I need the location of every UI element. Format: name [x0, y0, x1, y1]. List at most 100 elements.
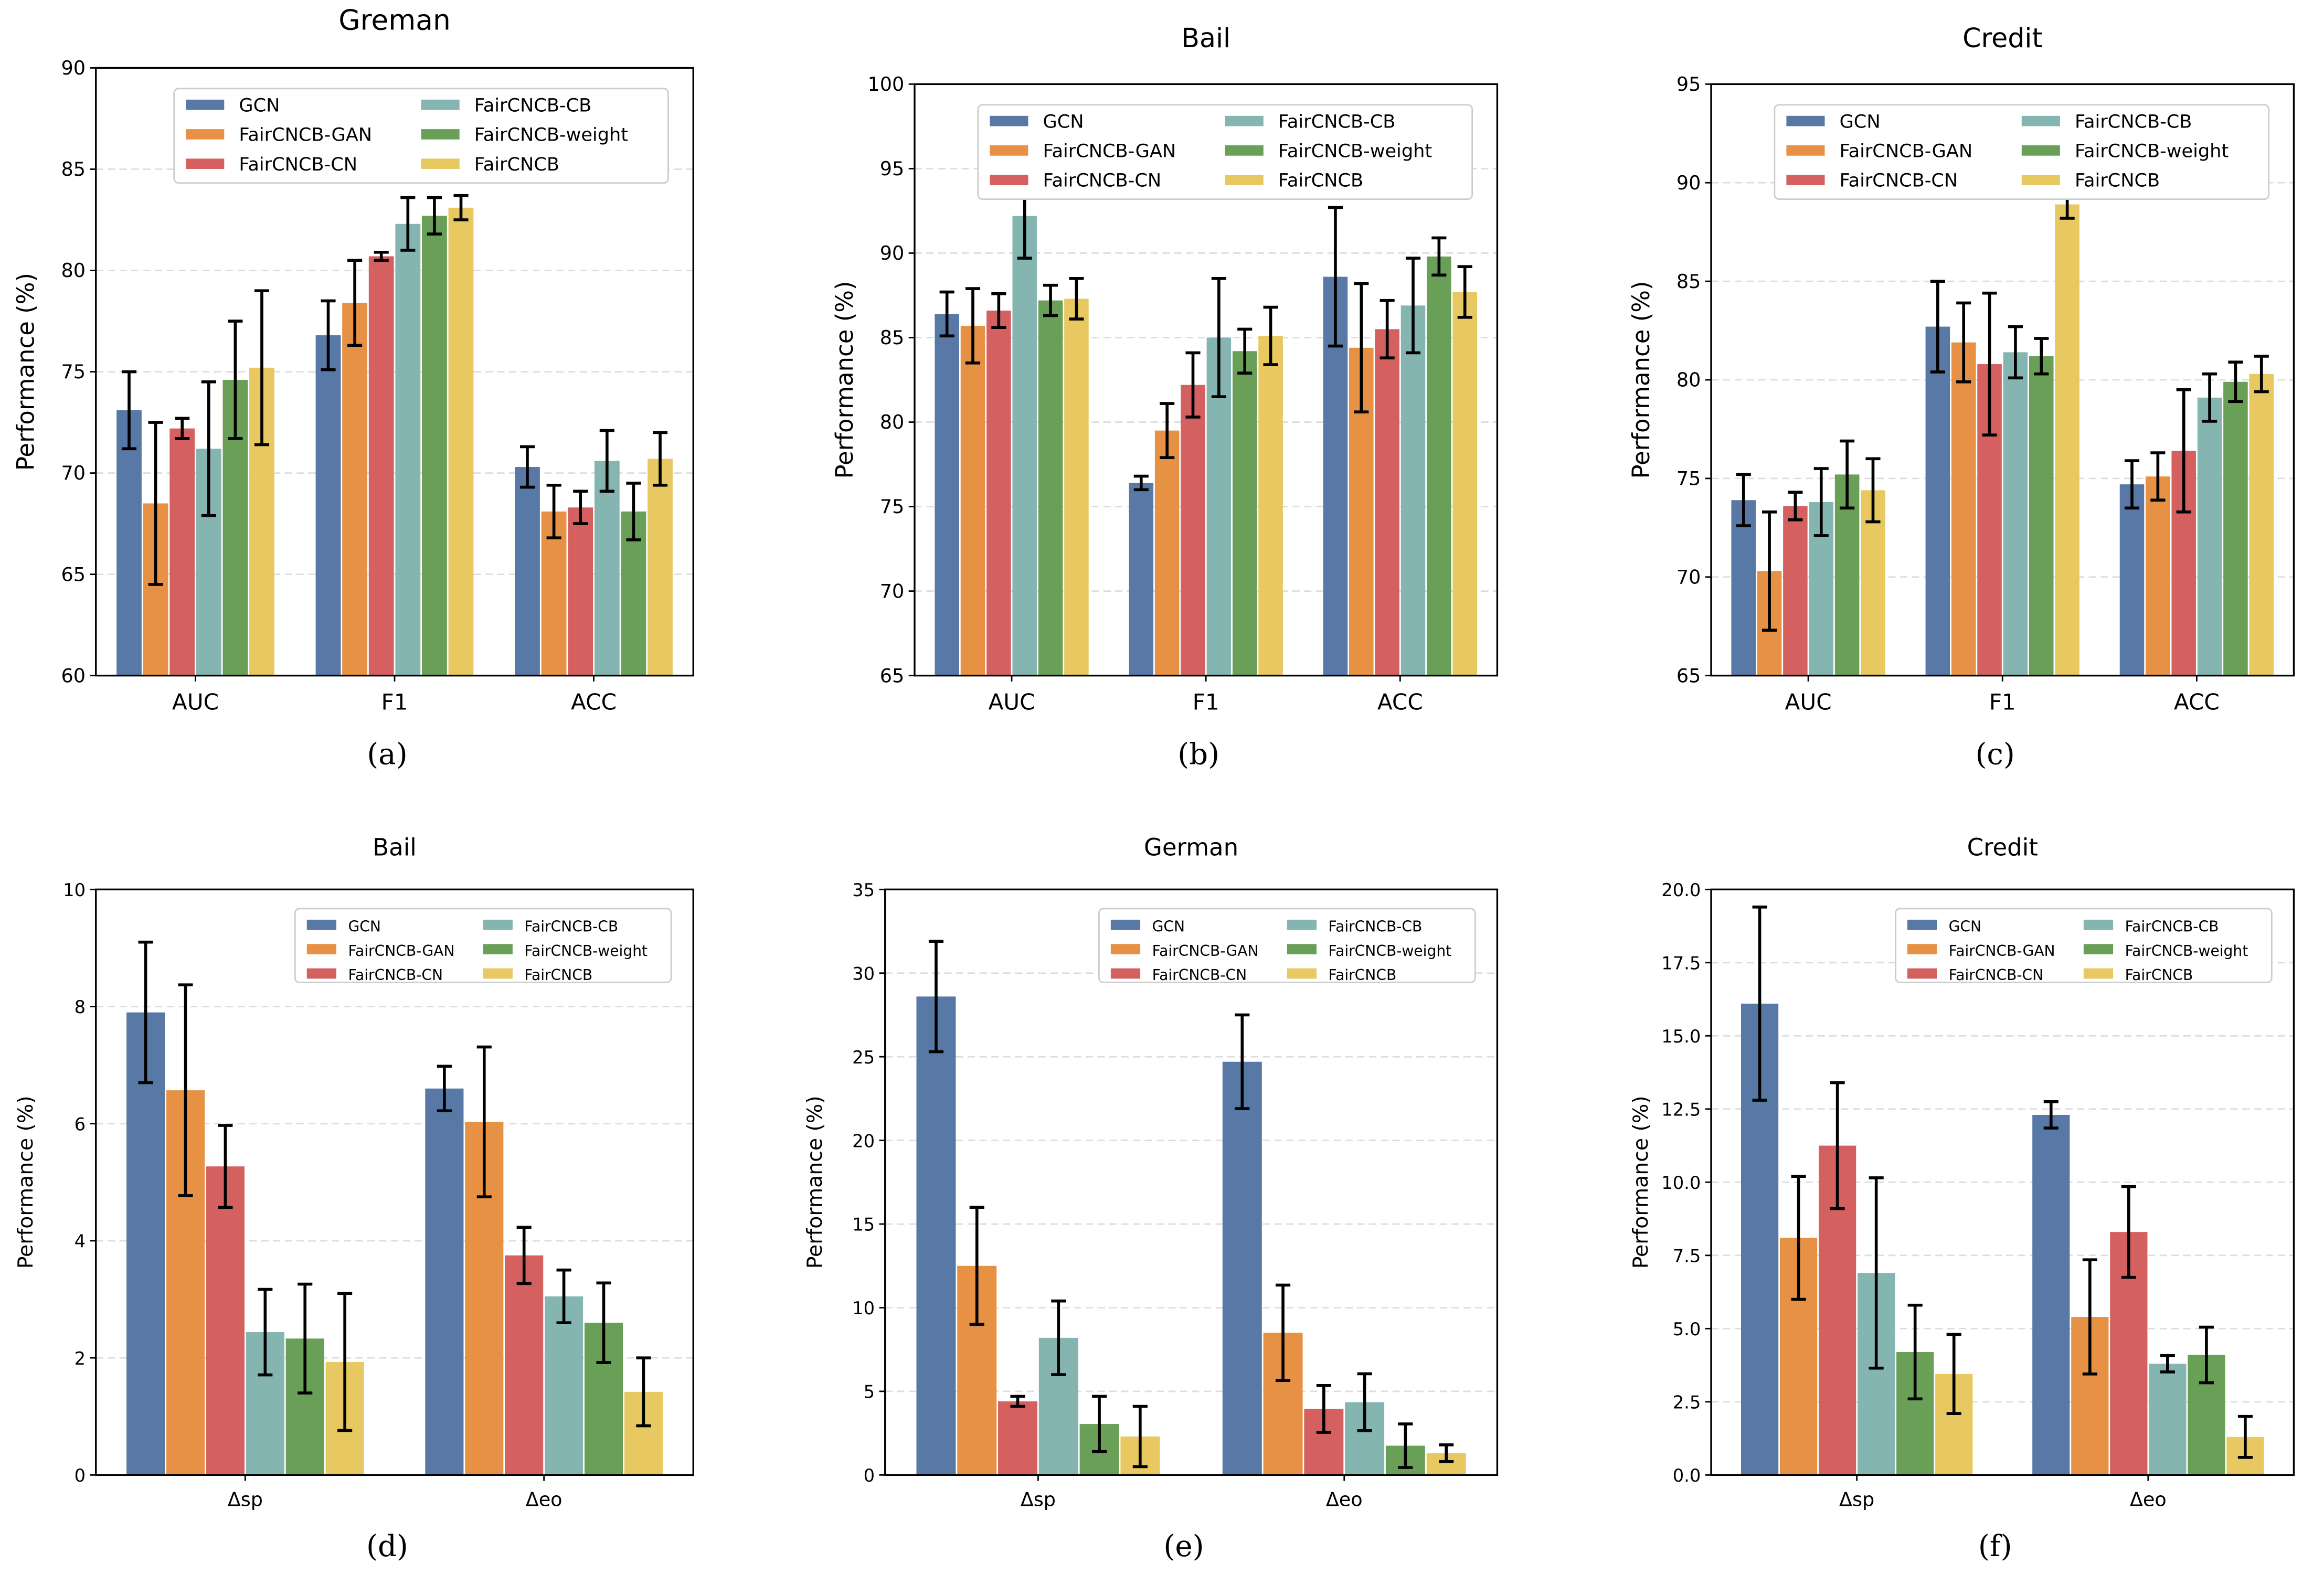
bar-faircncb-weight [2029, 356, 2054, 676]
legend-swatch [1110, 919, 1141, 930]
subplot-d: 0 2 4 6 8 10 Δsp Δeo Bail Performance (%) (d) GCN Fa… [14, 834, 694, 1563]
legend-swatch [306, 944, 336, 954]
legend-label: FairCNCB [1278, 170, 1363, 191]
bar-faircncb-cn [206, 1166, 245, 1475]
bar-gcn [1129, 483, 1154, 676]
legend-swatch [2083, 968, 2114, 979]
x-tick-label: F1 [381, 689, 408, 715]
bar-gcn [935, 314, 959, 676]
y-tick-label: 4 [75, 1231, 86, 1252]
y-tick-label: 5 [864, 1382, 875, 1402]
legend-swatch [990, 175, 1028, 185]
x-tick-label: Δsp [228, 1488, 263, 1510]
legend-label: FairCNCB [524, 966, 592, 984]
bar-faircncb-cb [1400, 305, 1426, 676]
bar-faircncb-cn [1375, 329, 1399, 676]
y-tick-label: 65 [1677, 664, 1701, 687]
legend-swatch [186, 158, 225, 169]
y-tick-label: 0 [75, 1465, 86, 1486]
legend-swatch [1786, 145, 1825, 156]
y-tick-label: 100 [868, 73, 905, 95]
bar-faircncb-cb [1012, 216, 1037, 676]
legend-swatch [483, 968, 513, 979]
legend-label: GCN [1840, 111, 1881, 132]
y-tick-label: 80 [61, 259, 86, 282]
legend-label: FairCNCB-CB [2125, 918, 2219, 935]
axes-frame [1710, 888, 2295, 1476]
bar-gcn [425, 1088, 464, 1475]
y-tick-label: 70 [61, 462, 86, 484]
legend-label: FairCNCB-weight [2075, 141, 2229, 162]
y-axis-label: Performance (%) [803, 1095, 827, 1269]
legend-label: FairCNCB-GAN [1840, 141, 1973, 162]
y-tick-label: 30 [852, 963, 875, 984]
x-tick-label: AUC [172, 689, 219, 715]
legend-label: GCN [239, 94, 280, 116]
legend-swatch [306, 919, 336, 930]
y-tick-label: 35 [852, 880, 875, 900]
bar-faircncb-gan [342, 303, 367, 676]
legend-label: FairCNCB-CN [1840, 170, 1958, 191]
legend-swatch [306, 968, 336, 979]
bar-faircncb [2055, 204, 2079, 676]
bar-faircncb-weight [1427, 256, 1451, 676]
y-axis-label: Performance (%) [831, 281, 858, 478]
x-tick-label: ACC [2174, 689, 2220, 715]
legend-swatch [1110, 944, 1141, 954]
y-tick-label: 20.0 [1661, 880, 1701, 900]
bar-faircncb-cb [2197, 397, 2222, 676]
legend-label: FairCNCB-CB [1278, 111, 1395, 132]
legend-label: FairCNCB [1329, 966, 1397, 984]
y-tick-label: 80 [1677, 369, 1701, 391]
subplot-caption: (a) [367, 737, 407, 771]
y-tick-label: 17.5 [1661, 953, 1701, 973]
legend: GCN FairCNCB-GAN FairCNCB-CN FairCNCB-CB Fai… [1774, 104, 2270, 200]
y-tick-label: 70 [880, 580, 905, 602]
legend-swatch [990, 115, 1028, 126]
y-tick-label: 15.0 [1661, 1026, 1701, 1047]
legend-label: GCN [1152, 918, 1185, 935]
legend-label: FairCNCB-GAN [1152, 942, 1259, 960]
legend-label: FairCNCB-CB [1329, 918, 1423, 935]
legend-label: FairCNCB [2075, 170, 2160, 191]
axes-frame [914, 83, 1499, 677]
legend-label: GCN [1949, 918, 1981, 935]
y-tick-label: 90 [61, 57, 86, 79]
legend-label: FairCNCB-CN [1949, 966, 2044, 984]
y-tick-label: 20 [852, 1131, 875, 1151]
x-tick-label: Δsp [1839, 1488, 1874, 1510]
axes-frame [1710, 83, 2295, 677]
y-tick-label: 75 [61, 360, 86, 383]
legend-swatch [1907, 968, 1937, 979]
bar-faircncb-gan [1154, 430, 1180, 676]
subplot-caption: (b) [1177, 737, 1219, 771]
subplot-caption: (c) [1976, 737, 2015, 771]
y-tick-label: 85 [1677, 270, 1701, 293]
chart-title: Bail [373, 834, 416, 861]
y-tick-label: 90 [1677, 172, 1701, 194]
legend: GCN FairCNCB-GAN FairCNCB-CN FairCNCB-CB Fai… [173, 88, 669, 184]
legend-label: FairCNCB-GAN [348, 942, 454, 960]
subplot-caption: (f) [1978, 1529, 2012, 1563]
legend-label: FairCNCB-CN [239, 154, 357, 175]
legend-label: FairCNCB-GAN [239, 124, 372, 146]
y-axis-label: Performance (%) [1627, 281, 1655, 478]
y-tick-label: 65 [61, 563, 86, 586]
bar-gcn [2032, 1114, 2070, 1475]
bar-faircncb [648, 459, 673, 676]
bar-faircncb-cb [2003, 352, 2028, 676]
axes-frame [95, 888, 694, 1476]
x-tick-label: Δeo [526, 1488, 563, 1510]
x-tick-label: F1 [1989, 689, 2016, 715]
x-tick-label: Δeo [1326, 1488, 1363, 1510]
y-tick-label: 80 [880, 411, 905, 433]
bar-gcn [1222, 1061, 1262, 1475]
y-tick-label: 10 [852, 1298, 875, 1318]
x-tick-label: AUC [1785, 689, 1832, 715]
bar-faircncb-cb [2149, 1364, 2187, 1475]
y-tick-label: 95 [880, 157, 905, 180]
subplot-f: 0.0 2.5 5.0 7.5 10.0 12.5 15.0 17.5 20.0 Δsp Δeo Cr… [1629, 834, 2295, 1563]
bar-faircncb [448, 207, 474, 676]
legend-swatch [1225, 145, 1264, 156]
legend-label: FairCNCB-weight [1278, 141, 1432, 162]
